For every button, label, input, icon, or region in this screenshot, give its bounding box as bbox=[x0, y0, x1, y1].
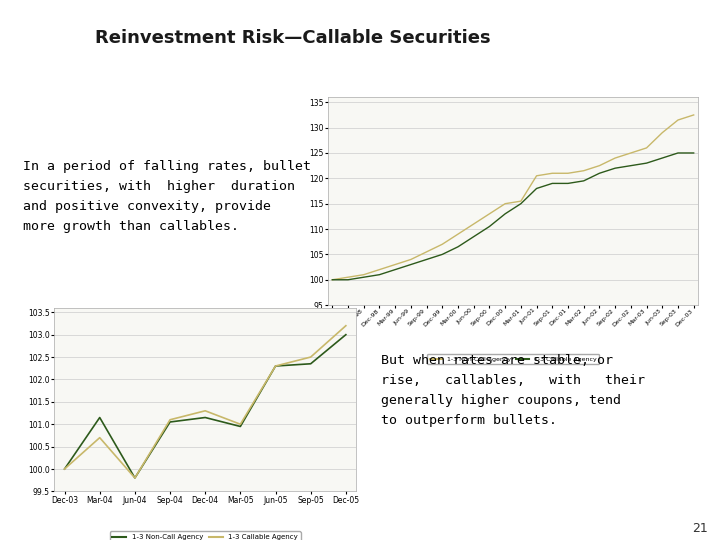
Text: In a period of falling rates, bullet
securities, with  higher  duration
and posi: In a period of falling rates, bullet sec… bbox=[23, 160, 311, 233]
Legend: 1-3 Non-Call Agency, 1-3 Callable Agency: 1-3 Non-Call Agency, 1-3 Callable Agency bbox=[427, 354, 599, 364]
Text: Reinvestment Risk—Callable Securities: Reinvestment Risk—Callable Securities bbox=[95, 29, 491, 48]
Text: 21: 21 bbox=[693, 522, 708, 535]
Text: CM: CM bbox=[22, 28, 49, 42]
Legend: 1-3 Non-Call Agency, 1-3 Callable Agency: 1-3 Non-Call Agency, 1-3 Callable Agency bbox=[109, 531, 301, 540]
Text: But when rates are stable, or
rise,   callables,   with   their
generally higher: But when rates are stable, or rise, call… bbox=[381, 354, 644, 427]
